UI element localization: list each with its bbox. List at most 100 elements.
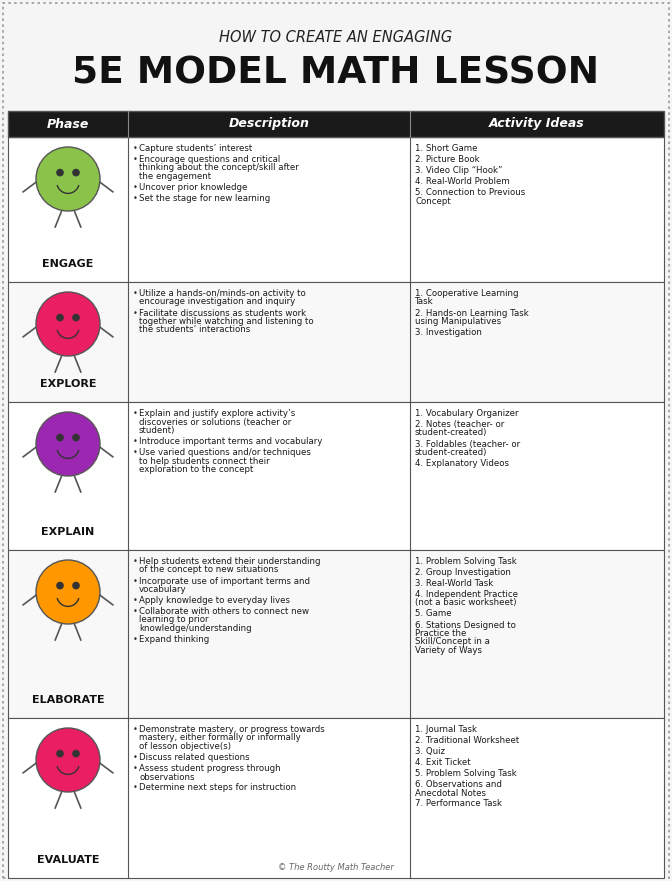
Text: Apply knowledge to everyday lives: Apply knowledge to everyday lives (139, 596, 290, 605)
Text: 4. Independent Practice: 4. Independent Practice (415, 590, 518, 599)
Circle shape (56, 314, 64, 322)
Text: 2. Group Investigation: 2. Group Investigation (415, 568, 511, 577)
Text: •: • (133, 155, 138, 164)
Text: •: • (133, 596, 138, 605)
Text: 4. Explanatory Videos: 4. Explanatory Videos (415, 459, 509, 468)
Text: 1. Short Game: 1. Short Game (415, 144, 478, 153)
Text: 1. Vocabulary Organizer: 1. Vocabulary Organizer (415, 409, 519, 418)
Text: •: • (133, 308, 138, 317)
Text: Phase: Phase (47, 117, 89, 130)
Text: 3. Real-World Task: 3. Real-World Task (415, 579, 493, 588)
Text: Set the stage for new learning: Set the stage for new learning (139, 194, 270, 203)
Text: Description: Description (228, 117, 309, 130)
Text: •: • (133, 783, 138, 793)
Circle shape (72, 169, 80, 176)
Text: the students’ interactions: the students’ interactions (139, 325, 250, 335)
Text: Help students extend their understanding: Help students extend their understanding (139, 557, 321, 566)
Text: using Manipulatives: using Manipulatives (415, 317, 501, 326)
Circle shape (72, 314, 80, 322)
Text: student): student) (139, 426, 175, 435)
Text: 3. Investigation: 3. Investigation (415, 328, 482, 337)
Text: •: • (133, 409, 138, 418)
Text: EXPLORE: EXPLORE (40, 379, 96, 389)
Circle shape (36, 292, 100, 356)
Text: 4. Real-World Problem: 4. Real-World Problem (415, 177, 510, 186)
Text: 4. Exit Ticket: 4. Exit Ticket (415, 758, 470, 767)
Text: Anecdotal Notes: Anecdotal Notes (415, 788, 486, 797)
Text: EXPLAIN: EXPLAIN (42, 527, 95, 537)
Text: 6. Stations Designed to: 6. Stations Designed to (415, 620, 516, 630)
Circle shape (56, 750, 64, 758)
Bar (8, 282, 664, 402)
Circle shape (72, 750, 80, 758)
Circle shape (72, 581, 80, 589)
Text: Determine next steps for instruction: Determine next steps for instruction (139, 783, 296, 793)
Text: knowledge/understanding: knowledge/understanding (139, 624, 251, 633)
Text: ENGAGE: ENGAGE (42, 259, 93, 269)
Bar (8, 111, 664, 137)
Circle shape (56, 581, 64, 589)
Text: •: • (133, 753, 138, 762)
Text: Practice the: Practice the (415, 629, 466, 638)
Text: to help students connect their: to help students connect their (139, 456, 269, 465)
Circle shape (36, 147, 100, 211)
Text: Utilize a hands-on/minds-on activity to: Utilize a hands-on/minds-on activity to (139, 289, 306, 298)
Text: •: • (133, 635, 138, 644)
Text: Concept: Concept (415, 196, 451, 205)
Text: Incorporate use of important terms and: Incorporate use of important terms and (139, 576, 310, 586)
Text: Demonstrate mastery, or progress towards: Demonstrate mastery, or progress towards (139, 725, 325, 734)
Text: Variety of Ways: Variety of Ways (415, 646, 482, 655)
Text: 3. Quiz: 3. Quiz (415, 747, 445, 756)
Text: the engagement: the engagement (139, 172, 211, 181)
Text: 5. Connection to Previous: 5. Connection to Previous (415, 188, 526, 197)
Text: •: • (133, 194, 138, 203)
Text: •: • (133, 764, 138, 773)
Text: © The Routty Math Teacher: © The Routty Math Teacher (278, 862, 394, 871)
Circle shape (72, 433, 80, 441)
Text: Discuss related questions: Discuss related questions (139, 753, 249, 762)
Bar (8, 137, 664, 282)
Text: Expand thinking: Expand thinking (139, 635, 209, 644)
Text: Skill/Concept in a: Skill/Concept in a (415, 638, 490, 647)
Text: learning to prior: learning to prior (139, 616, 208, 625)
Text: Use varied questions and/or techniques: Use varied questions and/or techniques (139, 448, 311, 457)
Circle shape (36, 728, 100, 792)
Text: Assess student progress through: Assess student progress through (139, 764, 281, 773)
Text: encourage investigation and inquiry: encourage investigation and inquiry (139, 298, 295, 307)
Text: •: • (133, 183, 138, 192)
Text: of the concept to new situations: of the concept to new situations (139, 566, 278, 574)
Text: HOW TO CREATE AN ENGAGING: HOW TO CREATE AN ENGAGING (219, 31, 453, 46)
Text: mastery, either formally or informally: mastery, either formally or informally (139, 734, 301, 743)
Text: •: • (133, 557, 138, 566)
Circle shape (56, 433, 64, 441)
Text: 2. Notes (teacher- or: 2. Notes (teacher- or (415, 420, 504, 429)
Text: 5. Game: 5. Game (415, 610, 452, 618)
Text: •: • (133, 576, 138, 586)
Text: Uncover prior knowledge: Uncover prior knowledge (139, 183, 247, 192)
Circle shape (56, 169, 64, 176)
Text: 2. Picture Book: 2. Picture Book (415, 155, 480, 164)
Text: 1. Problem Solving Task: 1. Problem Solving Task (415, 557, 517, 566)
Text: •: • (133, 725, 138, 734)
Text: •: • (133, 607, 138, 616)
Bar (8, 402, 664, 550)
Text: thinking about the concept/skill after: thinking about the concept/skill after (139, 164, 299, 173)
Text: 1. Journal Task: 1. Journal Task (415, 725, 477, 734)
Circle shape (36, 560, 100, 624)
Bar (8, 550, 664, 718)
Text: Task: Task (415, 298, 433, 307)
Text: (not a basic worksheet): (not a basic worksheet) (415, 598, 517, 608)
Text: Explain and justify explore activity’s: Explain and justify explore activity’s (139, 409, 295, 418)
Text: Facilitate discussions as students work: Facilitate discussions as students work (139, 308, 306, 317)
Text: 5E MODEL MATH LESSON: 5E MODEL MATH LESSON (73, 55, 599, 91)
Text: Introduce important terms and vocabulary: Introduce important terms and vocabulary (139, 437, 323, 446)
Text: •: • (133, 448, 138, 457)
Text: 5. Problem Solving Task: 5. Problem Solving Task (415, 769, 517, 778)
Circle shape (36, 412, 100, 476)
Text: 1. Cooperative Learning: 1. Cooperative Learning (415, 289, 519, 298)
Text: Activity Ideas: Activity Ideas (489, 117, 585, 130)
Text: 2. Hands-on Learning Task: 2. Hands-on Learning Task (415, 308, 529, 317)
Text: 2. Traditional Worksheet: 2. Traditional Worksheet (415, 736, 519, 745)
Text: of lesson objective(s): of lesson objective(s) (139, 742, 231, 751)
Text: 3. Foldables (teacher- or: 3. Foldables (teacher- or (415, 440, 520, 448)
